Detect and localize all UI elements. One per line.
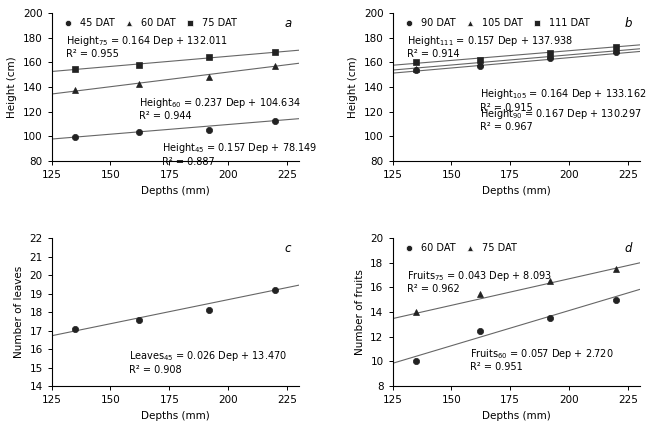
Text: Height$_{105}$ = 0.164 Dep + 133.162
R² = 0.915: Height$_{105}$ = 0.164 Dep + 133.162 R² …	[479, 87, 646, 112]
Text: d: d	[625, 242, 632, 255]
X-axis label: Depths (mm): Depths (mm)	[141, 411, 209, 421]
Text: Height$_{111}$ = 0.157 Dep + 137.938
R² = 0.914: Height$_{111}$ = 0.157 Dep + 137.938 R² …	[406, 34, 572, 60]
Y-axis label: Number of fruits: Number of fruits	[355, 269, 365, 355]
Text: Leaves$_{45}$ = 0.026 Dep + 13.470
R² = 0.908: Leaves$_{45}$ = 0.026 Dep + 13.470 R² = …	[129, 349, 287, 375]
Text: Height$_{75}$ = 0.164 Dep + 132.011
R² = 0.955: Height$_{75}$ = 0.164 Dep + 132.011 R² =…	[66, 34, 228, 60]
Text: Height$_{60}$ = 0.237 Dep + 104.634
R² = 0.944: Height$_{60}$ = 0.237 Dep + 104.634 R² =…	[139, 96, 300, 121]
X-axis label: Depths (mm): Depths (mm)	[482, 186, 550, 196]
Y-axis label: Height (cm): Height (cm)	[7, 56, 17, 118]
Text: Fruits$_{60}$ = 0.057 Dep + 2.720
R² = 0.951: Fruits$_{60}$ = 0.057 Dep + 2.720 R² = 0…	[470, 347, 614, 372]
Legend: 90 DAT, 105 DAT, 111 DAT: 90 DAT, 105 DAT, 111 DAT	[397, 16, 592, 30]
Text: b: b	[625, 17, 632, 30]
Legend: 60 DAT, 75 DAT: 60 DAT, 75 DAT	[397, 242, 519, 255]
Text: Height$_{90}$ = 0.167 Dep + 130.297
R² = 0.967: Height$_{90}$ = 0.167 Dep + 130.297 R² =…	[479, 107, 641, 132]
X-axis label: Depths (mm): Depths (mm)	[482, 411, 550, 421]
Text: a: a	[284, 17, 291, 30]
Text: Fruits$_{75}$ = 0.043 Dep + 8.093
R² = 0.962: Fruits$_{75}$ = 0.043 Dep + 8.093 R² = 0…	[406, 269, 552, 294]
Y-axis label: Number of leaves: Number of leaves	[14, 266, 24, 358]
Text: c: c	[285, 242, 291, 255]
Y-axis label: Height (cm): Height (cm)	[348, 56, 358, 118]
Text: Height$_{45}$ = 0.157 Dep + 78.149
R² = 0.887: Height$_{45}$ = 0.157 Dep + 78.149 R² = …	[162, 141, 318, 167]
Legend: 45 DAT, 60 DAT, 75 DAT: 45 DAT, 60 DAT, 75 DAT	[57, 16, 238, 30]
X-axis label: Depths (mm): Depths (mm)	[141, 186, 209, 196]
